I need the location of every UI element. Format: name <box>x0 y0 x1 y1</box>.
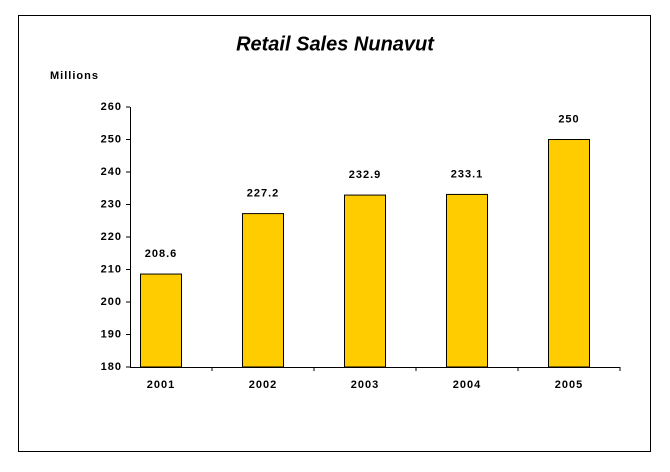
y-axis-label: Millions <box>50 70 99 82</box>
y-tick-label: 230 <box>101 198 122 210</box>
y-tick-label: 190 <box>101 328 122 340</box>
bar <box>344 194 386 368</box>
y-tick-label: 240 <box>101 166 122 178</box>
bar <box>446 193 488 368</box>
bar <box>140 273 182 368</box>
y-tick-label: 250 <box>101 133 122 145</box>
value-label: 208.6 <box>145 248 178 260</box>
y-tick-label: 200 <box>101 296 122 308</box>
x-tick-label: 2002 <box>249 379 277 391</box>
bar <box>242 213 284 368</box>
value-label: 250 <box>558 113 579 125</box>
y-tick-label: 180 <box>101 361 122 373</box>
x-tick-label: 2005 <box>555 379 583 391</box>
bar <box>548 139 590 368</box>
x-tick-label: 2004 <box>453 379 481 391</box>
y-tick-label: 260 <box>101 101 122 113</box>
chart-title: Retail Sales Nunavut <box>236 33 435 55</box>
y-tick-label: 220 <box>101 231 122 243</box>
value-label: 233.1 <box>451 168 484 180</box>
x-tick-label: 2003 <box>351 379 379 391</box>
value-label: 227.2 <box>247 188 280 200</box>
chart-border <box>18 15 651 452</box>
y-tick-label: 210 <box>101 263 122 275</box>
value-label: 232.9 <box>349 169 382 181</box>
x-tick-label: 2001 <box>147 379 175 391</box>
